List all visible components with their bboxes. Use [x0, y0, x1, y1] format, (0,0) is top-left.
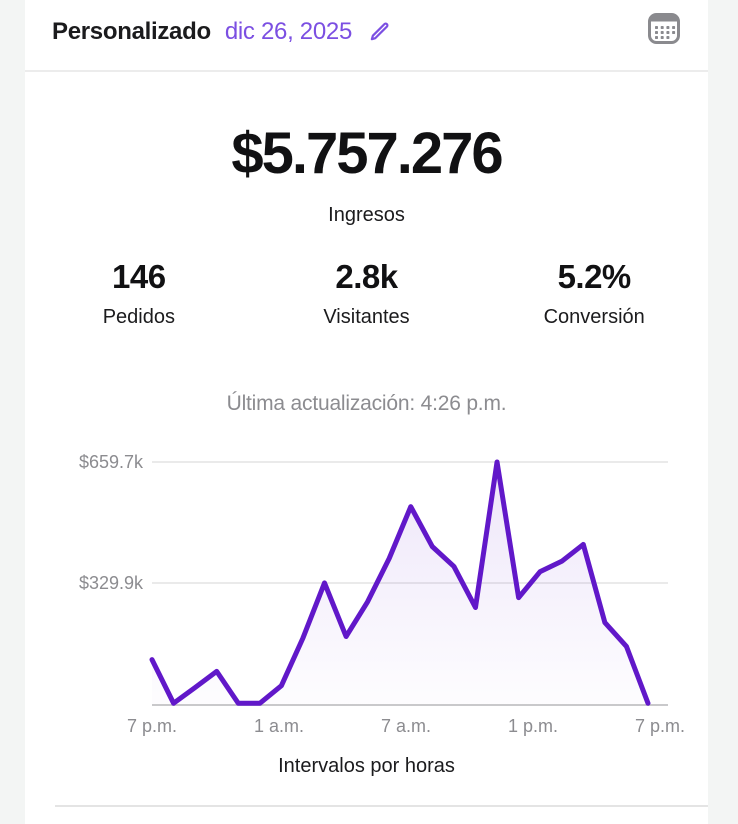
revenue-area-fill	[152, 462, 648, 704]
calendar-icon	[648, 13, 680, 44]
ytick-329k: $329.9k	[79, 573, 144, 593]
edit-pencil-icon	[370, 22, 389, 41]
xtick-1pm: 1 p.m.	[508, 716, 558, 736]
stat-visitors: 2.8k Visitantes	[253, 256, 481, 329]
header: Personalizado dic 26, 2025	[25, 0, 708, 70]
selected-date: dic 26, 2025	[224, 18, 352, 45]
chart-x-axis-title: Intervalos por horas	[278, 755, 455, 777]
conversion-label: Conversión	[543, 306, 645, 328]
stat-orders: 146 Pedidos	[25, 256, 253, 329]
date-range-button[interactable]: Personalizado dic 26, 2025	[52, 12, 390, 52]
stats-row: 146 Pedidos 2.8k Visitantes 5.2% Convers…	[25, 256, 708, 329]
screen: Personalizado dic 26, 2025 $5.757.276 In…	[25, 0, 708, 824]
calendar-button[interactable]	[646, 10, 682, 46]
stat-conversion: 5.2% Conversión	[480, 256, 708, 329]
conversion-value: 5.2%	[557, 258, 632, 295]
visitors-value: 2.8k	[335, 258, 398, 295]
last-updated-text: Última actualización: 4:26 p.m.	[226, 392, 507, 415]
header-divider	[25, 70, 708, 72]
xtick-7pm-end: 7 p.m.	[635, 716, 685, 736]
xtick-7am: 7 a.m.	[381, 716, 431, 736]
ytick-659k: $659.7k	[79, 452, 144, 472]
bottom-divider	[55, 805, 708, 807]
revenue-chart[interactable]: $659.7k $329.9k 7 p.m. 1 a.m. 7 a.m. 1 p…	[25, 430, 708, 750]
revenue-line	[149, 459, 651, 706]
orders-value: 146	[112, 258, 166, 295]
orders-label: Pedidos	[102, 306, 175, 328]
date-range-type-label: Personalizado	[52, 18, 211, 45]
revenue-label: Ingresos	[328, 204, 405, 226]
revenue-value: $5.757.276	[231, 121, 503, 186]
xtick-1am: 1 a.m.	[254, 716, 304, 736]
visitors-label: Visitantes	[323, 306, 410, 328]
xtick-7pm-start: 7 p.m.	[127, 716, 177, 736]
